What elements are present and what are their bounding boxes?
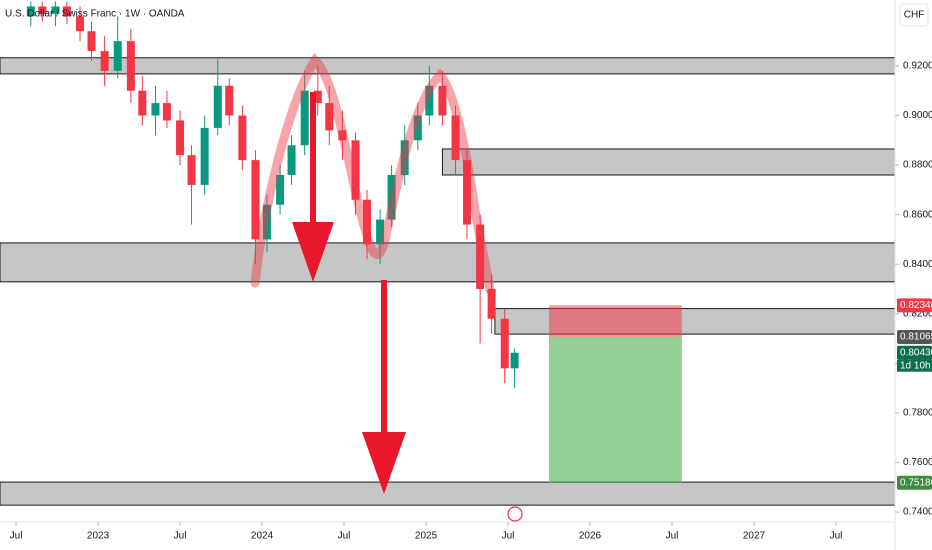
candle-body [325, 103, 334, 131]
zone [441, 148, 895, 176]
candle-body [225, 85, 234, 116]
candle-body [463, 160, 472, 225]
zone [0, 481, 895, 506]
arrow-head [292, 222, 334, 282]
zone [0, 242, 895, 283]
candle-body [138, 90, 147, 116]
currency-box[interactable] [899, 3, 929, 27]
candle-body [351, 140, 360, 200]
candle-body [276, 174, 285, 205]
x-tick-label: 2024 [251, 531, 274, 542]
candle-body [62, 6, 71, 17]
x-tick-label: Jul [174, 531, 187, 542]
x-tick-label: Jul [830, 531, 843, 542]
candle-body [251, 160, 260, 240]
x-tick-label: Jul [666, 531, 679, 542]
x-tick-label: Jul [10, 531, 23, 542]
candle-body [100, 51, 109, 71]
x-tick-label: 2025 [415, 531, 438, 542]
candle-body [451, 115, 460, 161]
candle-body [510, 352, 519, 369]
currency: CHF [904, 10, 925, 21]
candle-body [262, 204, 271, 240]
candle-body [487, 289, 496, 319]
candle-body [238, 115, 247, 161]
candle-body [476, 224, 485, 290]
candle-body [151, 103, 160, 116]
price-badge [897, 345, 932, 360]
price-badge-label: 0.81065 [900, 332, 932, 343]
x-tick-label: 2023 [87, 531, 110, 542]
chart-title: U.S. Dollar / Swiss Franc · 1W · OANDA [5, 9, 185, 20]
candle-body [338, 130, 347, 141]
candle-body [51, 6, 60, 14]
candle-body [162, 103, 171, 121]
stop-zone [549, 305, 682, 337]
price-badge [897, 298, 932, 313]
arrow-head [362, 432, 406, 494]
candle-body [387, 174, 396, 220]
x-tick-label: 2026 [579, 531, 602, 542]
highlight-curve [250, 52, 495, 295]
candle-body [362, 199, 371, 245]
candle-body [300, 90, 309, 146]
candle-body [425, 85, 434, 116]
candle-body [76, 16, 85, 32]
y-tick-label: 0.92000 [903, 61, 932, 72]
price-badge [897, 329, 932, 344]
countdown-badge [897, 359, 932, 372]
candle-body [200, 127, 209, 185]
price-badge-label: 0.75186 [900, 477, 932, 488]
candle-body [313, 90, 322, 104]
candle-body [376, 219, 385, 245]
candle-body [287, 145, 296, 175]
x-tick-label: 2027 [743, 531, 766, 542]
price-badge [897, 475, 932, 490]
candle-body [87, 31, 96, 52]
price-badge-label: 0.80430 [900, 347, 932, 358]
candle-body [213, 85, 222, 128]
candle-body [500, 318, 509, 369]
candle-body [176, 120, 185, 156]
candle-body [38, 6, 47, 14]
candle-body [413, 115, 422, 141]
candle-body [400, 140, 409, 175]
target-zone [549, 336, 682, 483]
x-tick-label: Jul [502, 531, 515, 542]
candle-body [438, 85, 447, 116]
countdown: 1d 10h [900, 360, 931, 371]
candle-body [26, 6, 35, 17]
candle-body [126, 41, 135, 91]
zone [0, 57, 895, 75]
event-icon[interactable] [507, 506, 523, 522]
candle-body [187, 155, 196, 185]
candle-body [113, 41, 122, 71]
annotations [250, 52, 523, 522]
x-tick-label: Jul [338, 531, 351, 542]
